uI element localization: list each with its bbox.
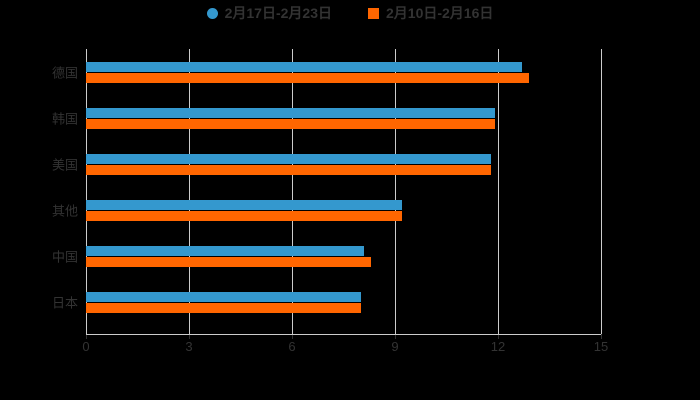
x-tick-label-12: 12 bbox=[490, 339, 506, 354]
legend-circle-marker-icon bbox=[206, 7, 218, 19]
legend-item-series-1[interactable]: 2月10日-2月16日 bbox=[368, 6, 493, 20]
gridline-15 bbox=[601, 49, 602, 334]
gridline-12 bbox=[498, 49, 499, 334]
bar-series-1-cat-2[interactable] bbox=[86, 165, 492, 175]
bar-series-0-cat-3[interactable] bbox=[86, 200, 402, 210]
x-axis-line bbox=[86, 334, 601, 335]
gridline-6 bbox=[292, 49, 293, 334]
chart-legend: 2月17日-2月23日 2月10日-2月16日 bbox=[0, 6, 700, 20]
x-axis-tick-3 bbox=[189, 334, 190, 339]
bar-series-1-cat-5[interactable] bbox=[86, 303, 361, 313]
bar-series-0-cat-1[interactable] bbox=[86, 108, 495, 118]
bar-series-1-cat-4[interactable] bbox=[86, 257, 371, 267]
legend-square-marker-icon bbox=[368, 7, 379, 19]
x-tick-label-9: 9 bbox=[391, 339, 399, 354]
y-category-label-0: 德国 bbox=[51, 65, 78, 80]
legend-label-series-0: 2月17日-2月23日 bbox=[224, 5, 332, 21]
gridline-0 bbox=[86, 49, 87, 334]
bar-series-1-cat-3[interactable] bbox=[86, 211, 402, 221]
bar-series-0-cat-2[interactable] bbox=[86, 154, 492, 164]
y-category-label-3: 其他 bbox=[51, 203, 78, 218]
bar-series-0-cat-0[interactable] bbox=[86, 62, 523, 72]
bar-series-0-cat-5[interactable] bbox=[86, 292, 361, 302]
bar-series-1-cat-1[interactable] bbox=[86, 119, 495, 129]
gridline-3 bbox=[189, 49, 190, 334]
x-axis-tick-15 bbox=[601, 334, 602, 339]
x-tick-label-15: 15 bbox=[593, 339, 609, 354]
y-category-label-2: 美国 bbox=[51, 157, 78, 172]
x-axis-tick-12 bbox=[498, 334, 499, 339]
legend-item-series-0[interactable]: 2月17日-2月23日 bbox=[206, 5, 332, 21]
x-axis-tick-6 bbox=[292, 334, 293, 339]
x-tick-label-6: 6 bbox=[288, 339, 296, 354]
legend-label-series-1: 2月10日-2月16日 bbox=[386, 5, 494, 21]
x-axis-tick-9 bbox=[395, 334, 396, 339]
y-category-label-1: 韩国 bbox=[51, 111, 78, 126]
y-category-label-5: 日本 bbox=[51, 295, 78, 310]
bar-series-1-cat-0[interactable] bbox=[86, 73, 529, 83]
x-axis-tick-0 bbox=[86, 334, 87, 339]
bar-series-0-cat-4[interactable] bbox=[86, 246, 365, 256]
y-category-label-4: 中国 bbox=[51, 249, 78, 264]
x-tick-label-3: 3 bbox=[185, 339, 193, 354]
x-tick-label-0: 0 bbox=[82, 339, 90, 354]
gridline-9 bbox=[395, 49, 396, 334]
